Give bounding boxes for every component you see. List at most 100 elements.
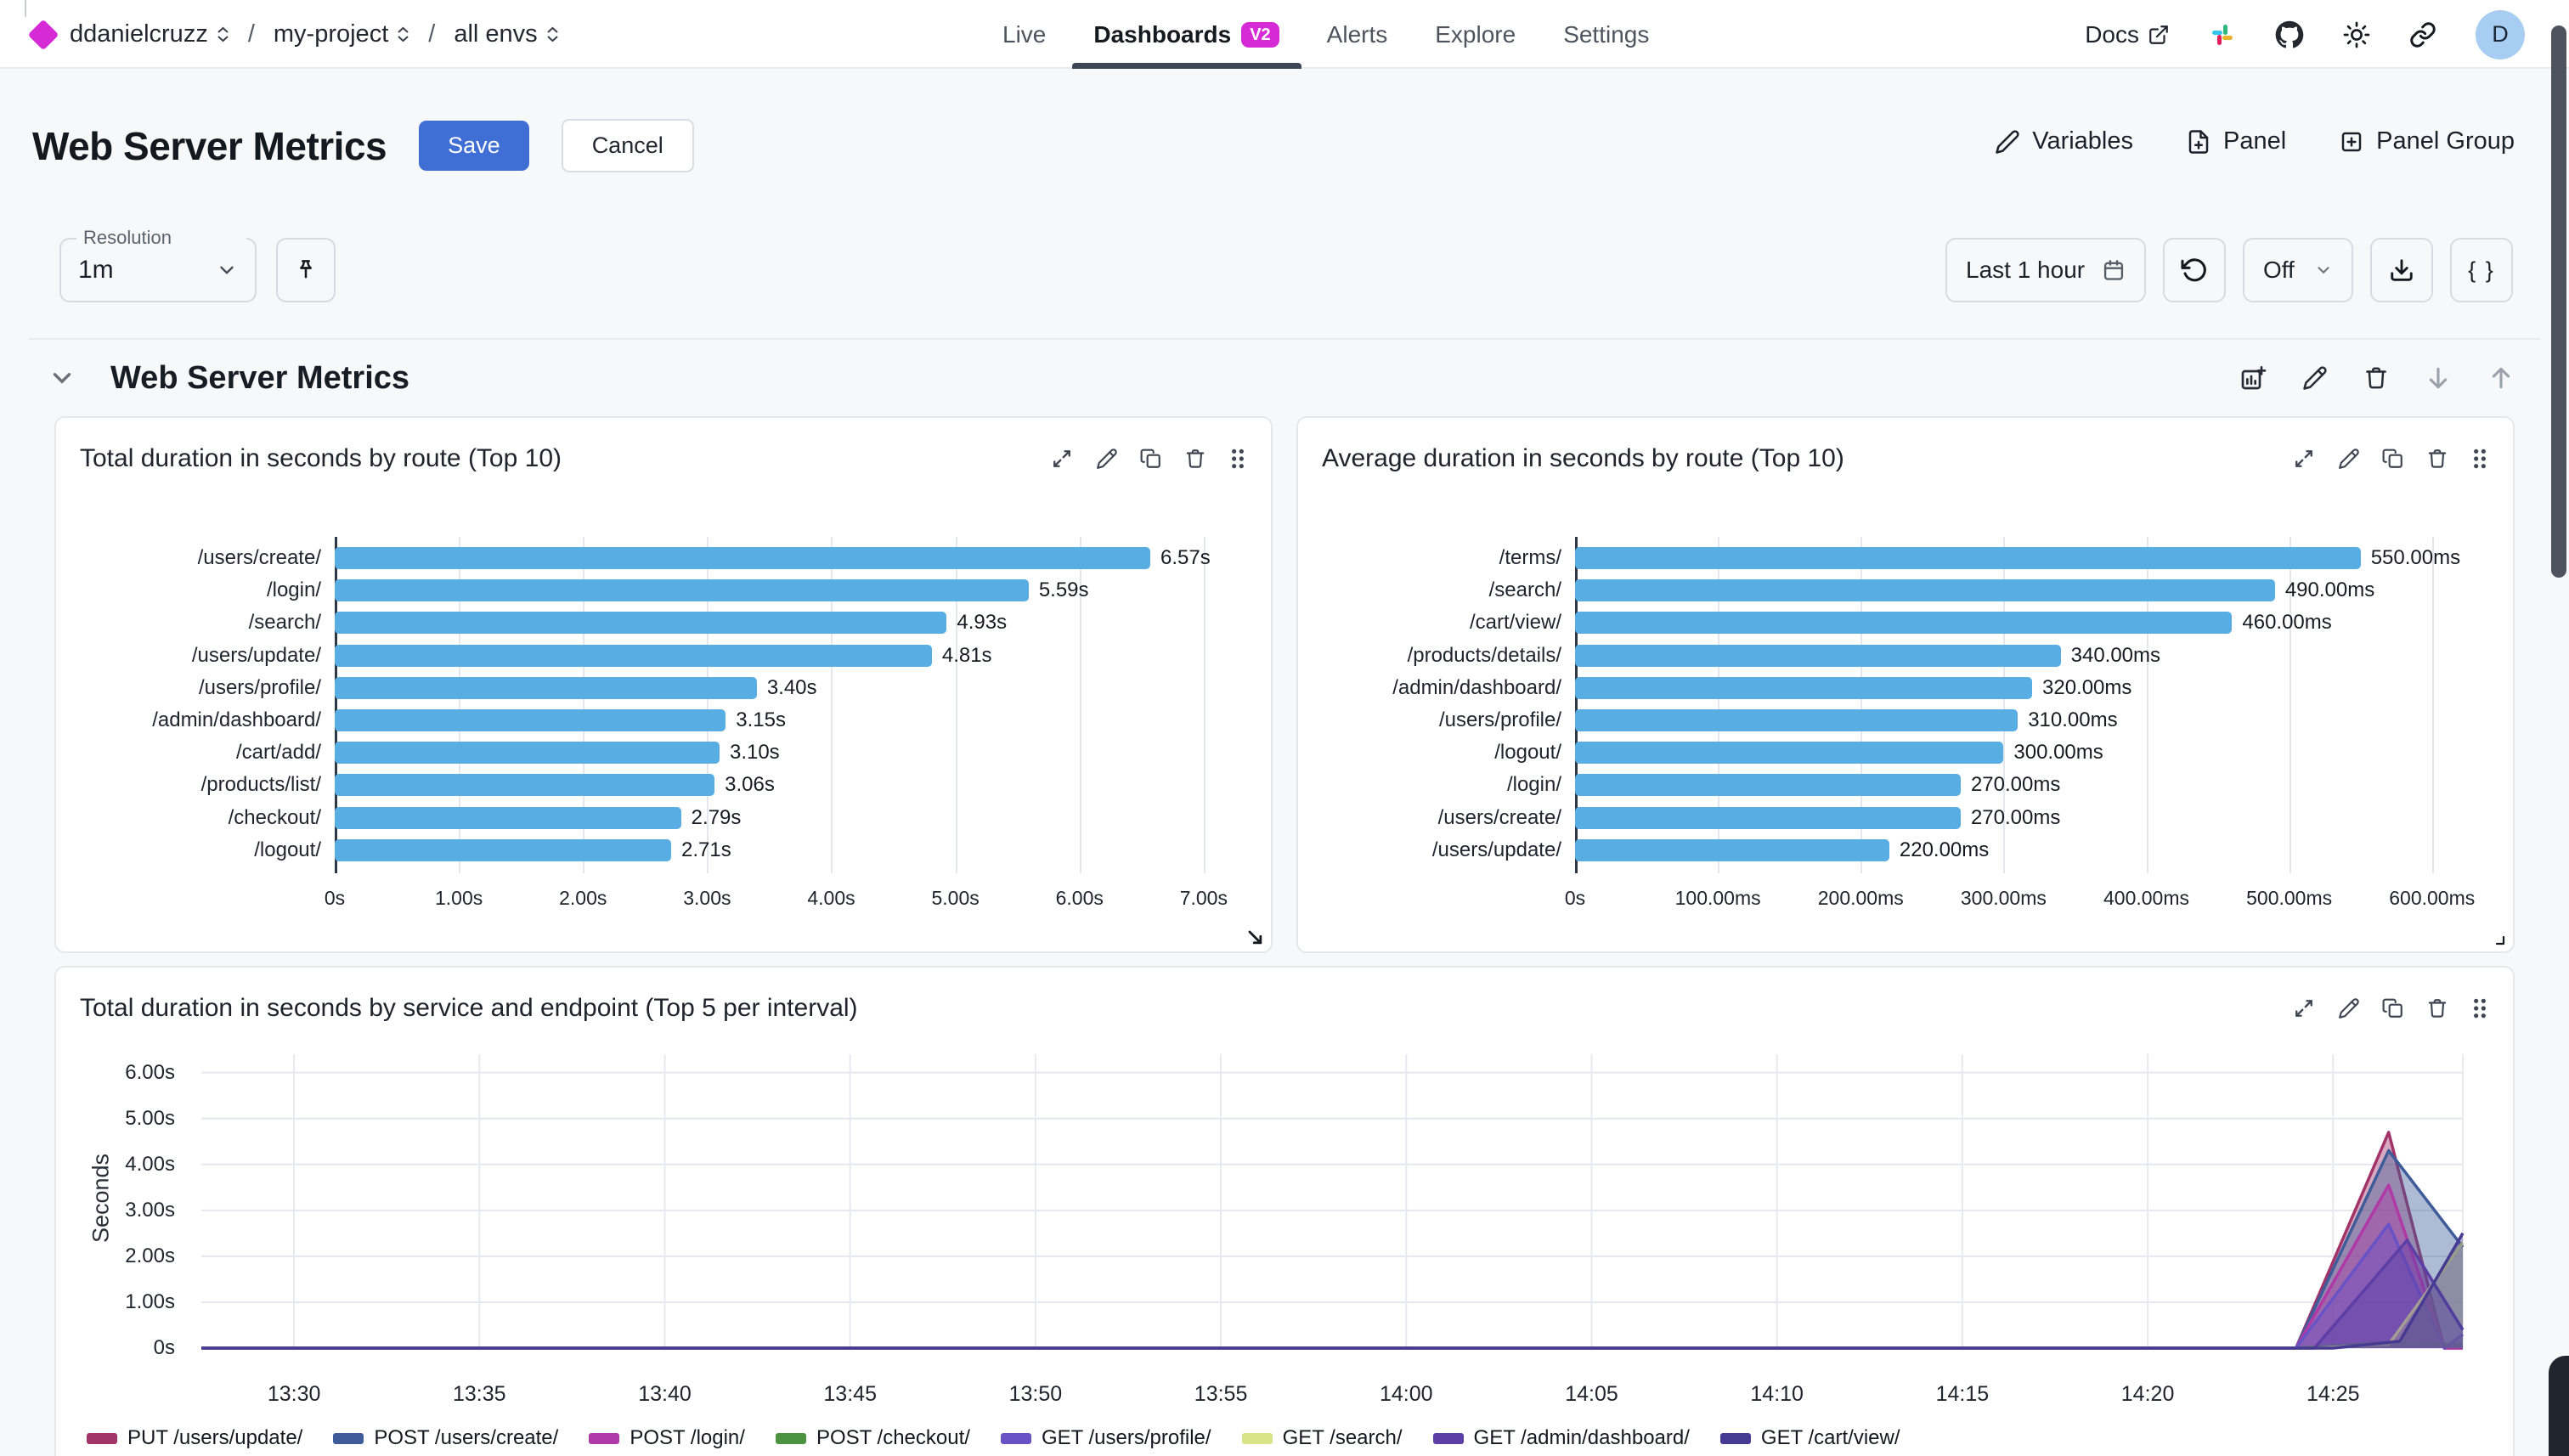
edit-pencil-icon[interactable]: [2338, 997, 2360, 1019]
tab-explore[interactable]: Explore: [1435, 20, 1516, 48]
bar-track: 220.00ms: [1575, 834, 2489, 866]
resolution-select[interactable]: Resolution 1m: [59, 227, 257, 302]
trash-icon[interactable]: [1184, 448, 1206, 470]
expand-icon[interactable]: [1050, 447, 1074, 471]
drag-handle-icon[interactable]: [1228, 448, 1247, 470]
duplicate-icon[interactable]: [1140, 448, 1162, 470]
x-axis-tick: 14:10: [1750, 1382, 1804, 1406]
breadcrumb-org[interactable]: ddanielcruzz: [70, 20, 229, 48]
panel-header: Total duration in seconds by service and…: [56, 968, 2513, 1049]
x-axis-tick: 3.00s: [683, 887, 731, 909]
link-icon[interactable]: [2409, 21, 2436, 48]
bar-value-label: 550.00ms: [2370, 546, 2461, 570]
legend-item[interactable]: GET /users/profile/: [1000, 1426, 1211, 1450]
collapse-chevron-icon[interactable]: [48, 364, 76, 392]
gridline: [831, 537, 833, 873]
bar: [1575, 709, 2019, 732]
table-row: /login/270.00ms: [1322, 769, 2489, 801]
bar-track: 5.59s: [335, 574, 1247, 607]
resize-handle-icon[interactable]: [2489, 929, 2510, 950]
tab-dashboards[interactable]: Dashboards V2: [1093, 21, 1279, 48]
expand-icon[interactable]: [2292, 447, 2316, 471]
slack-icon[interactable]: [2209, 21, 2236, 48]
bar-value-label: 340.00ms: [2070, 643, 2161, 667]
bar-track: 4.81s: [335, 640, 1247, 672]
tab-settings[interactable]: Settings: [1563, 20, 1650, 48]
drag-handle-icon[interactable]: [2470, 448, 2489, 470]
category-label: /search/: [1488, 578, 1561, 602]
gridline: [2289, 537, 2291, 873]
table-row: /products/list/3.06s: [80, 769, 1247, 801]
breadcrumb-project-label: my-project: [273, 20, 389, 48]
bar-track: 6.57s: [335, 542, 1247, 574]
expand-icon[interactable]: [2292, 996, 2316, 1020]
trash-icon[interactable]: [2426, 997, 2448, 1019]
x-axis-tick: 200.00ms: [1817, 887, 1904, 909]
legend-item[interactable]: POST /users/create/: [333, 1426, 558, 1450]
scrollbar-thumb[interactable]: [2551, 25, 2566, 578]
pin-button[interactable]: [276, 238, 336, 302]
bar: [1575, 547, 2361, 570]
bar-track: 490.00ms: [1575, 574, 2489, 607]
refresh-button[interactable]: [2163, 238, 2226, 302]
move-down-icon[interactable]: [2425, 364, 2452, 392]
sun-icon[interactable]: [2343, 21, 2370, 48]
trash-icon[interactable]: [2363, 365, 2389, 391]
legend-item[interactable]: GET /cart/view/: [1719, 1426, 1900, 1450]
x-axis-tick: 7.00s: [1179, 887, 1228, 909]
category-label: /products/details/: [1407, 643, 1561, 667]
bar: [1575, 676, 2032, 699]
trash-icon[interactable]: [2426, 448, 2448, 470]
legend-item[interactable]: GET /search/: [1241, 1426, 1403, 1450]
bar-track: 3.10s: [335, 736, 1247, 769]
category-label: /products/list/: [200, 773, 321, 797]
external-link-icon: [2149, 25, 2168, 44]
add-panel-button[interactable]: Panel: [2186, 127, 2286, 155]
breadcrumb-project[interactable]: my-project: [274, 20, 409, 48]
github-icon[interactable]: [2275, 20, 2304, 49]
x-axis-tick: 14:20: [2120, 1382, 2175, 1406]
bar: [1575, 742, 2004, 765]
move-up-icon[interactable]: [2487, 364, 2515, 392]
legend-label: GET /users/profile/: [1041, 1426, 1211, 1449]
duplicate-icon[interactable]: [2382, 448, 2404, 470]
variables-button[interactable]: Variables: [1995, 127, 2133, 155]
category-label: /logout/: [254, 838, 321, 861]
x-axis-tick: 500.00ms: [2246, 887, 2333, 909]
tab-alerts[interactable]: Alerts: [1326, 20, 1388, 48]
save-button[interactable]: Save: [419, 121, 529, 171]
legend-item[interactable]: POST /login/: [589, 1426, 745, 1450]
docs-link[interactable]: Docs: [2085, 21, 2170, 48]
series-line: [201, 1148, 2465, 1350]
auto-refresh-select[interactable]: Off: [2243, 238, 2353, 302]
edit-pencil-icon[interactable]: [2338, 448, 2360, 470]
legend-label: GET /admin/dashboard/: [1473, 1426, 1690, 1449]
category-label: /checkout/: [228, 805, 321, 829]
resize-handle-icon[interactable]: [1244, 926, 1268, 950]
add-panel-group-button[interactable]: Panel Group: [2339, 127, 2515, 155]
time-range-button[interactable]: Last 1 hour: [1945, 238, 2146, 302]
legend-swatch: [1241, 1432, 1273, 1444]
edit-pencil-icon[interactable]: [1096, 448, 1118, 470]
legend-swatch: [333, 1432, 364, 1444]
legend-item[interactable]: GET /admin/dashboard/: [1432, 1426, 1690, 1450]
legend-swatch: [1000, 1432, 1031, 1444]
download-button[interactable]: [2370, 238, 2433, 302]
duplicate-icon[interactable]: [2382, 997, 2404, 1019]
json-button[interactable]: { }: [2450, 238, 2513, 302]
bar-track: 270.00ms: [1575, 802, 2489, 834]
edit-pencil-icon[interactable]: [2302, 365, 2328, 391]
x-axis-tick: 6.00s: [1055, 887, 1104, 909]
drag-handle-icon[interactable]: [2470, 997, 2489, 1019]
table-row: /terms/550.00ms: [1322, 542, 2489, 574]
tab-live[interactable]: Live: [1002, 20, 1047, 48]
legend-item[interactable]: POST /checkout/: [775, 1426, 970, 1450]
avatar[interactable]: D: [2476, 9, 2525, 59]
bar-chart: /users/create/6.57s/login/5.59s/search/4…: [80, 537, 1247, 934]
download-icon: [2391, 259, 2413, 281]
category-label: /search/: [248, 611, 321, 635]
legend-item[interactable]: PUT /users/update/: [87, 1426, 302, 1450]
cancel-button[interactable]: Cancel: [561, 119, 694, 172]
add-chart-icon[interactable]: [2239, 364, 2267, 392]
breadcrumb-env[interactable]: all envs: [454, 20, 558, 48]
